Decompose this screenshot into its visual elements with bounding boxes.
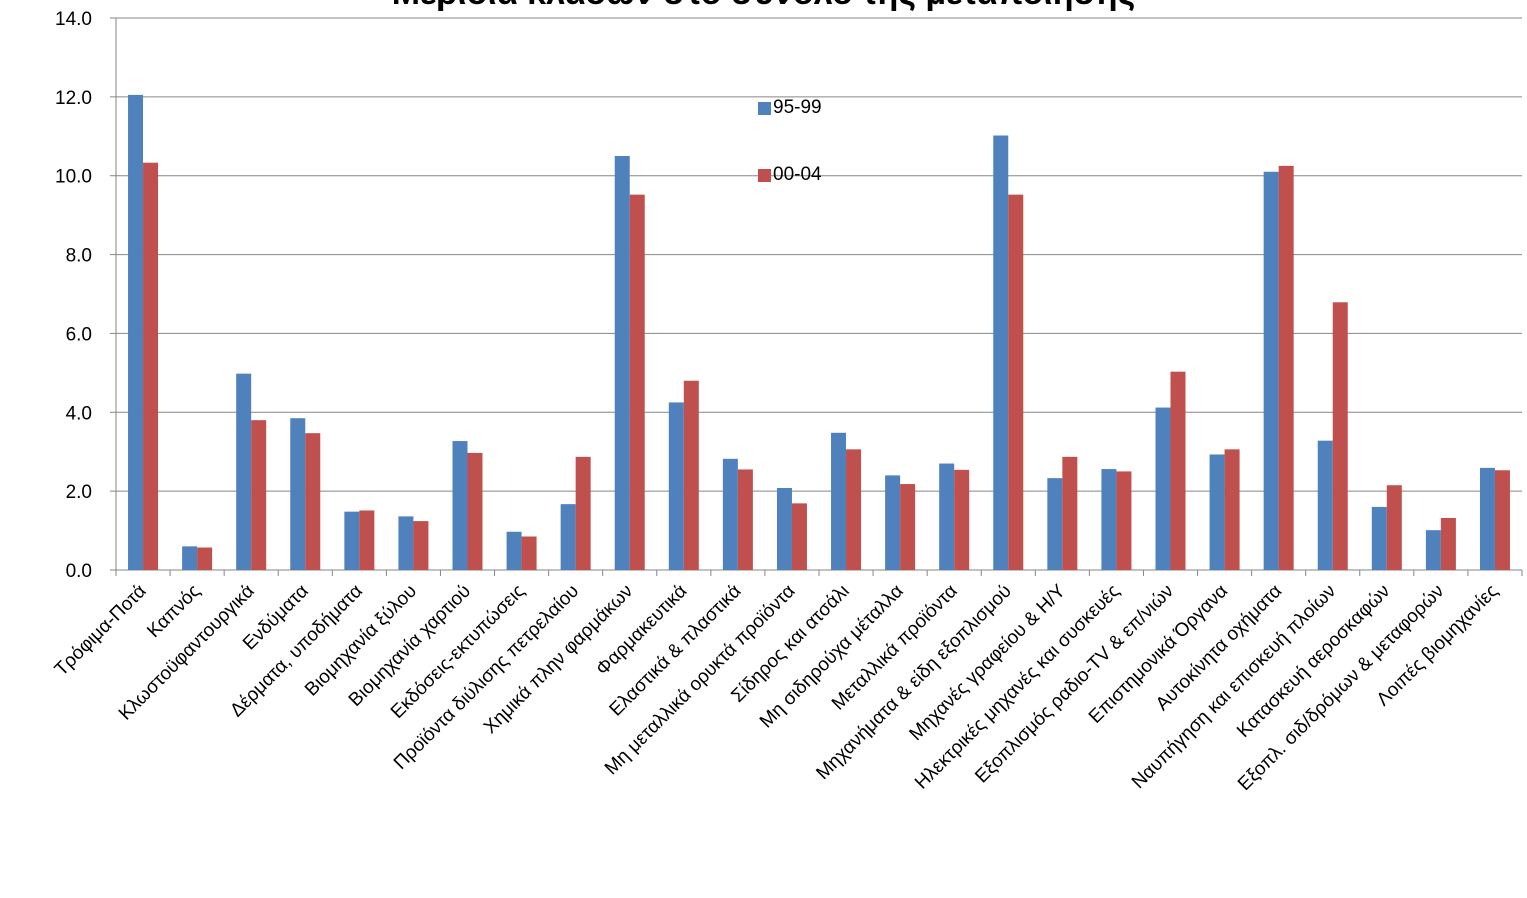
bar xyxy=(197,547,213,570)
bar xyxy=(575,456,591,570)
bar xyxy=(1479,467,1495,570)
bar xyxy=(1116,471,1132,570)
legend-item-series-2: 00-04 xyxy=(758,164,822,186)
legend-item-series-1: 95-99 xyxy=(758,97,822,119)
bar xyxy=(1425,530,1441,570)
x-tick-label: Μηχανήματα & είδη εξοπλισμού xyxy=(812,581,1015,784)
bar xyxy=(128,94,144,570)
bar xyxy=(506,531,522,570)
y-tick-label: 4.0 xyxy=(66,403,92,424)
bar xyxy=(143,162,159,570)
bar xyxy=(182,546,198,570)
x-tick-label: Εξοπλισμός ραδιο-TV & επ/νιών xyxy=(971,581,1178,788)
bar xyxy=(776,487,792,570)
bar xyxy=(521,536,537,570)
bar xyxy=(614,156,630,570)
bar xyxy=(629,194,645,570)
y-tick-label: 8.0 xyxy=(66,246,92,267)
bar xyxy=(251,420,267,570)
bar xyxy=(413,521,429,570)
legend-swatch-series-1 xyxy=(758,101,771,115)
bar xyxy=(1263,171,1279,570)
y-tick-label: 0.0 xyxy=(66,561,92,582)
bar xyxy=(290,418,306,570)
bar xyxy=(722,458,738,570)
bar xyxy=(1440,517,1456,570)
bar xyxy=(1101,469,1117,570)
y-tick-label: 2.0 xyxy=(66,482,92,503)
bar xyxy=(737,469,753,570)
bar xyxy=(1224,449,1240,570)
bar xyxy=(1047,478,1063,570)
bar xyxy=(236,373,252,570)
bar xyxy=(1278,165,1294,570)
y-tick-label: 12.0 xyxy=(55,88,92,109)
x-tick-label: Τρόφιμα-Ποτά xyxy=(51,581,151,681)
bar xyxy=(359,510,375,570)
legend-swatch-series-2 xyxy=(758,168,771,182)
bar xyxy=(452,441,468,570)
y-tick-label: 14.0 xyxy=(55,9,92,30)
bar xyxy=(885,475,901,570)
bar xyxy=(1008,194,1024,570)
bar xyxy=(683,380,699,570)
bar xyxy=(1386,485,1402,570)
bar xyxy=(831,432,847,570)
bar xyxy=(344,511,360,570)
y-tick-label: 10.0 xyxy=(55,167,92,188)
bar xyxy=(668,402,684,570)
bar xyxy=(1371,506,1387,570)
bar xyxy=(1317,440,1333,570)
bar xyxy=(846,449,862,570)
y-tick-label: 6.0 xyxy=(66,324,92,345)
bar xyxy=(1170,371,1186,570)
bar xyxy=(560,504,576,570)
legend-label-series-2: 00-04 xyxy=(773,164,822,185)
bar xyxy=(1155,407,1171,570)
bar xyxy=(1209,454,1225,570)
chart-title: Μερίδια κλάδων στο σύνολο της μεταποίηση… xyxy=(0,0,1527,13)
bar xyxy=(954,469,970,570)
bar xyxy=(398,516,414,570)
bar xyxy=(791,503,807,570)
bar xyxy=(900,484,916,570)
legend-label-series-1: 95-99 xyxy=(773,97,822,118)
bar xyxy=(305,433,321,570)
bar xyxy=(467,452,483,570)
bar xyxy=(939,463,955,570)
bar xyxy=(1062,456,1078,570)
bar xyxy=(993,135,1009,571)
bar xyxy=(1494,470,1510,570)
bar xyxy=(1332,302,1348,570)
